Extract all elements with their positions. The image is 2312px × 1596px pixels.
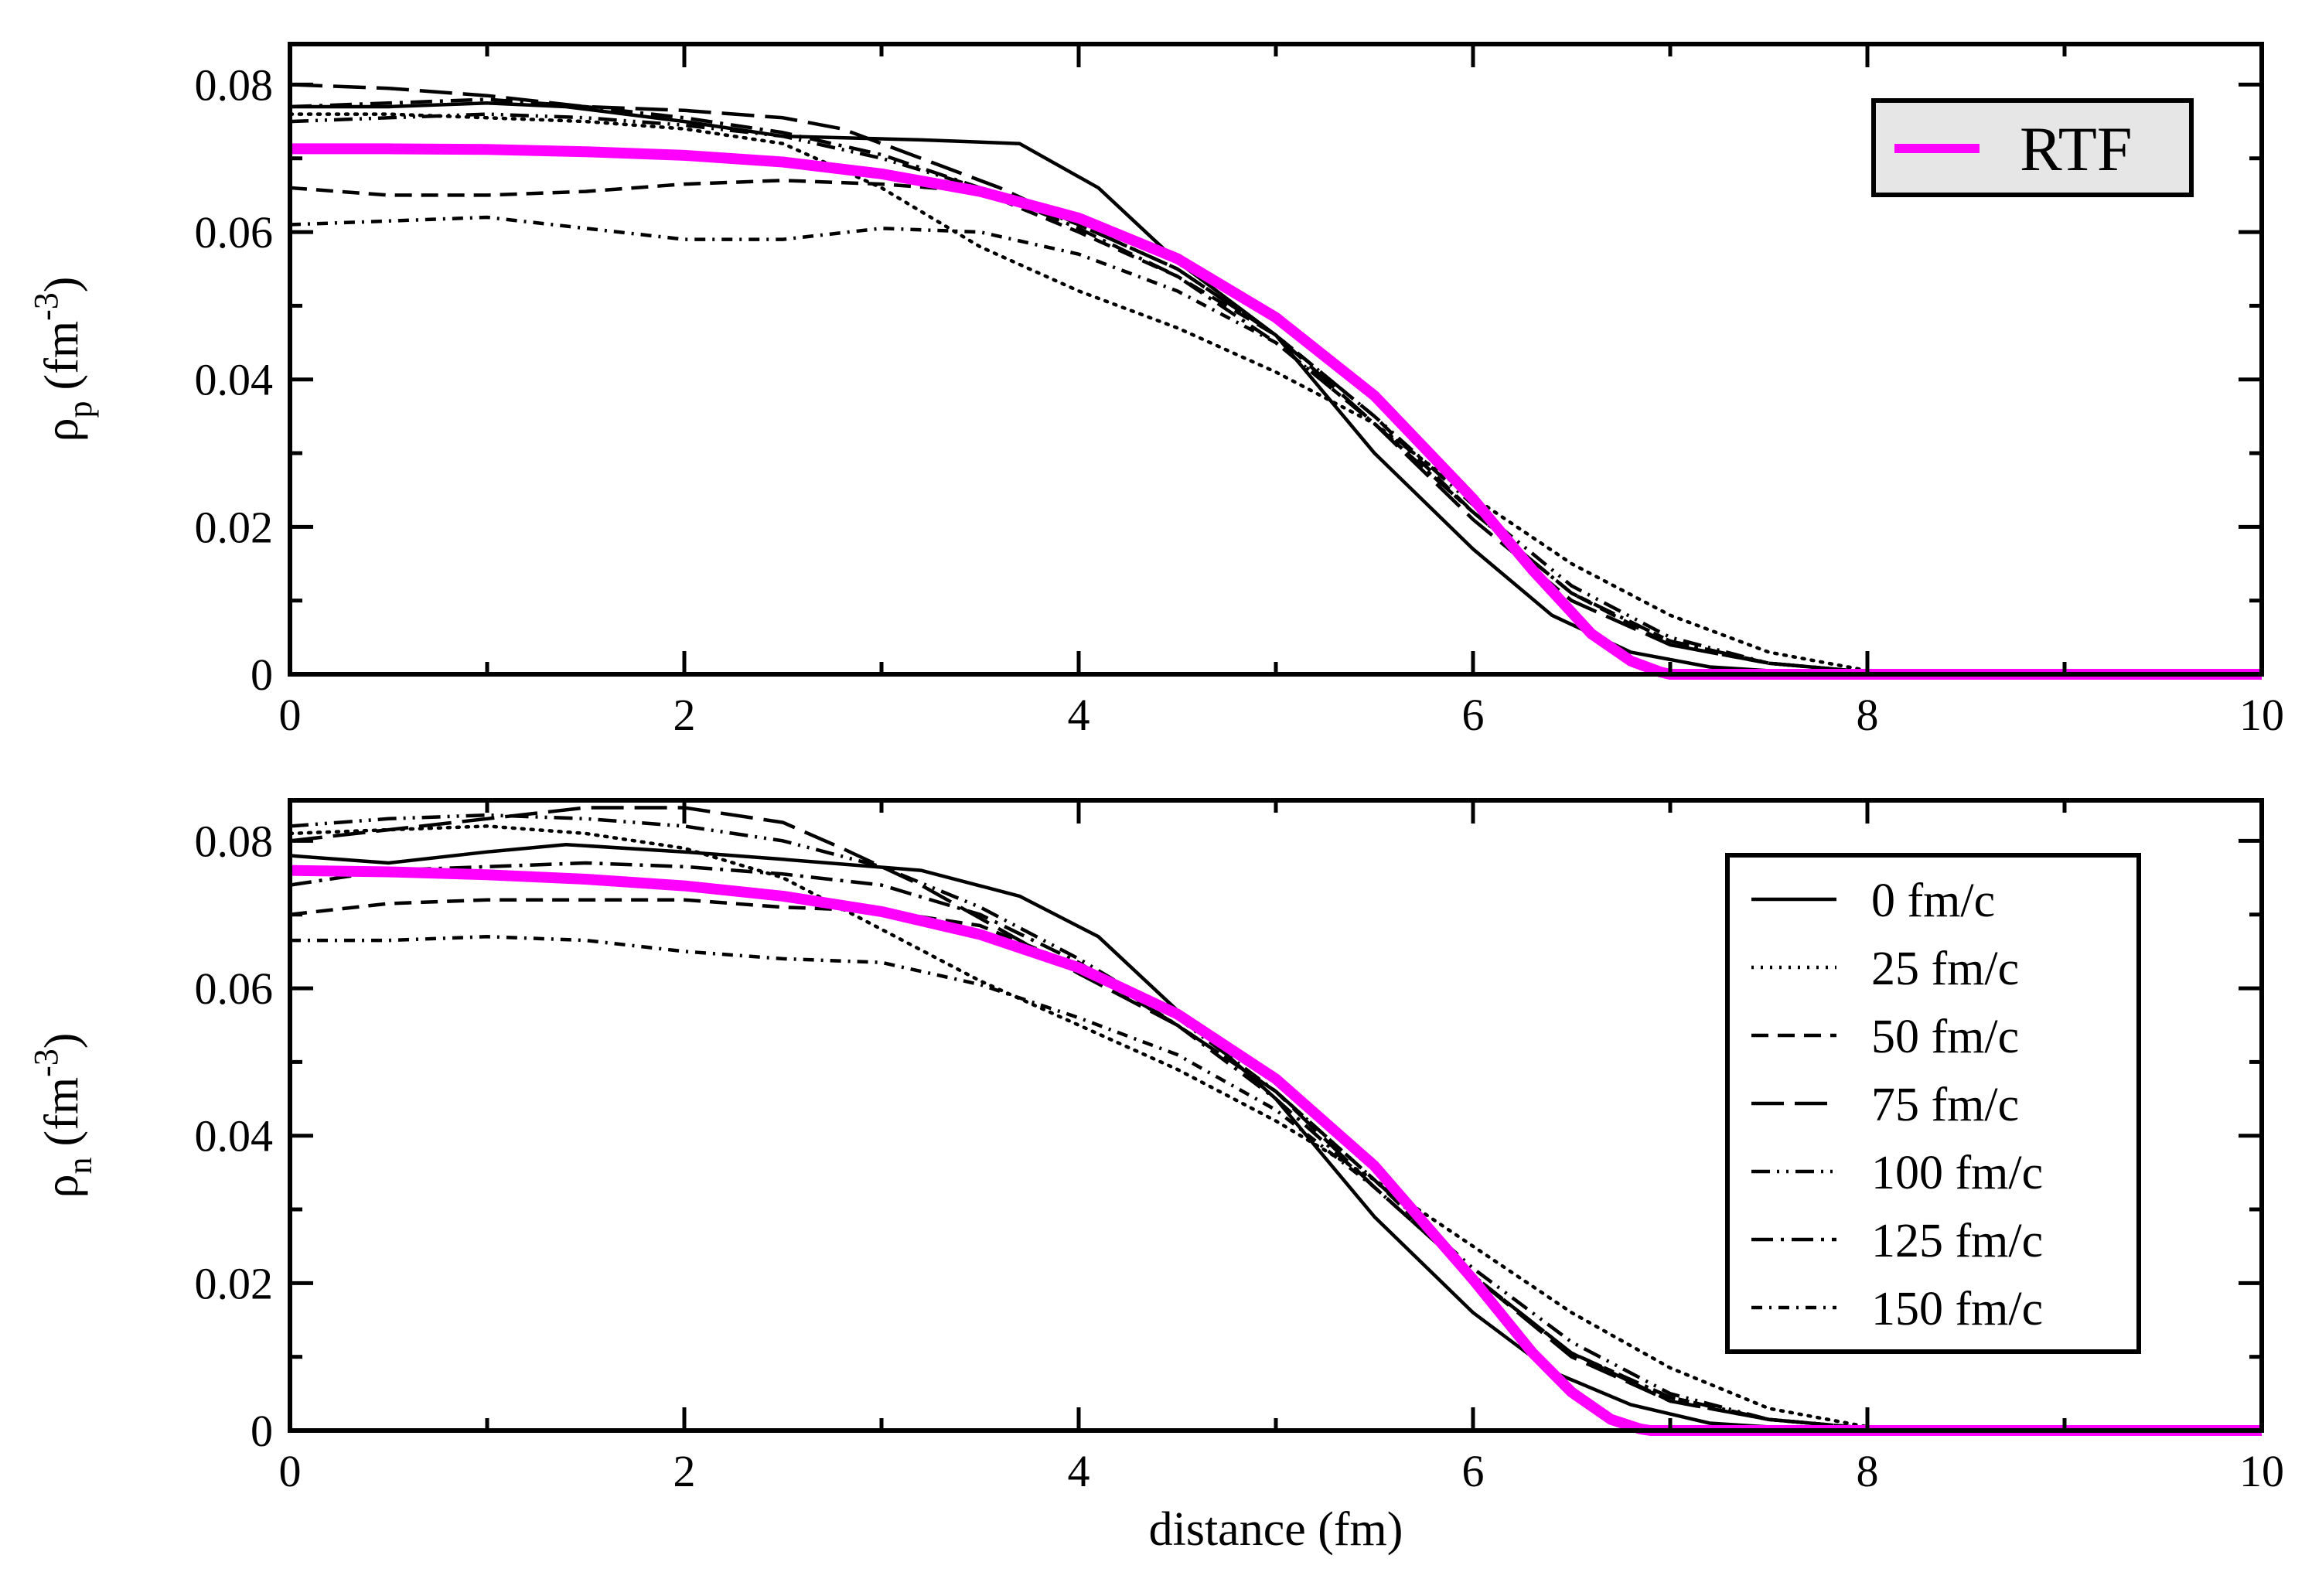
bottom-x-tick-label: 2 [673,1446,696,1496]
bottom-series-rtf [289,864,2262,1436]
bottom-x-tick-label: 6 [1462,1446,1485,1496]
top-y-axis-unit-close: ) [36,277,88,293]
time-legend-label: 125 fm/c [1871,1215,2043,1267]
bottom-panel: 0 2 4 6 8 10 0 0.02 0.04 0.06 0.08 ρn (fm-3) distance… [27,798,2284,1556]
bottom-y-tick-label: 0 [251,1406,273,1456]
top-x-tick-label: 8 [1857,690,1879,740]
top-series-50-fm-c [289,179,2263,677]
time-legend-label: 50 fm/c [1871,1011,2019,1063]
bottom-x-tick-label: 10 [2239,1446,2284,1496]
bottom-y-tick-label: 0.02 [195,1258,274,1308]
time-legend-label: 0 fm/c [1871,875,1995,927]
top-y-axis-sup: -3 [27,292,65,321]
bottom-y-axis-unit-close: ) [36,1033,88,1049]
top-panel: 0 2 4 6 8 10 0 0.02 0.04 0.06 0.08 ρp (fm-3) RTF [27,42,2284,740]
top-y-axis-unit: (fm [36,321,88,390]
rtf-legend: RTF [1871,98,2194,197]
time-legend-label: 100 fm/c [1871,1147,2043,1199]
top-y-tick-label: 0 [251,650,273,700]
top-series-rtf [290,143,2262,680]
top-y-axis-sub: p [61,401,99,418]
top-series-25-fm-c [288,112,2264,677]
bottom-series-25-fm-c [288,824,2264,1433]
top-x-tick-label: 2 [673,690,696,740]
bottom-y-tick-label: 0.08 [195,816,274,866]
top-x-tick-label: 4 [1068,690,1090,740]
top-x-tick-label: 10 [2239,690,2284,740]
top-y-axis-symbol: ρ [36,418,88,442]
time-legend-label: 25 fm/c [1871,943,2019,995]
top-y-axis-title: ρp (fm-3) [27,277,99,442]
top-x-tick-label: 6 [1462,690,1485,740]
top-y-tick-label: 0.04 [195,355,274,405]
top-y-tick-label: 0.02 [195,502,274,552]
bottom-y-axis-sub: n [61,1157,99,1174]
bottom-series-150-fm-c [290,935,2263,1433]
bottom-x-tick-label: 8 [1857,1446,1879,1496]
rtf-legend-label: RTF [2020,114,2132,184]
top-series-group [288,83,2264,680]
bottom-y-axis-sup: -3 [27,1049,65,1077]
bottom-y-axis-title: ρn (fm-3) [27,1033,99,1199]
top-series-100-fm-c [289,112,2263,677]
top-y-tick-label: 0.08 [195,60,274,110]
top-series-150-fm-c [289,215,2263,677]
time-legend-label: 150 fm/c [1871,1283,2043,1335]
bottom-y-axis-unit: (fm [36,1077,88,1147]
top-x-tick-label: 0 [279,690,302,740]
bottom-series-group [288,806,2264,1436]
bottom-y-tick-label: 0.06 [195,963,274,1014]
time-legend: 0 fm/c 25 fm/c 50 fm/c 75 fm/c 100 fm/c 125 f… [1725,853,2141,1354]
bottom-x-axis-title: distance (fm) [1149,1503,1403,1556]
time-legend-label: 75 fm/c [1871,1079,2019,1131]
bottom-series-100-fm-c [289,813,2263,1433]
bottom-y-axis-symbol: ρ [36,1174,88,1198]
bottom-x-tick-label: 4 [1068,1446,1090,1496]
bottom-y-tick-label: 0.04 [195,1111,274,1161]
bottom-x-tick-label: 0 [279,1446,302,1496]
top-y-tick-label: 0.06 [195,207,274,257]
